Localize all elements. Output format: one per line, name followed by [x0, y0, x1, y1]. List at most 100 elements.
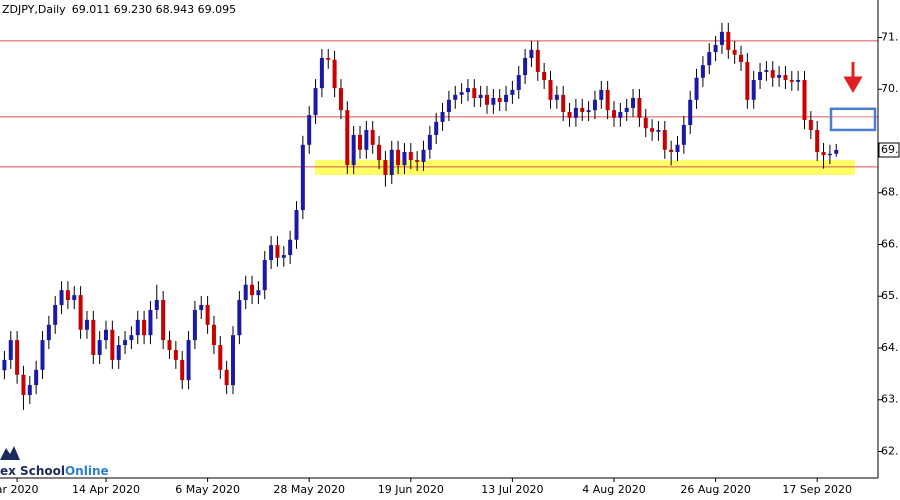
candle-body: [453, 94, 458, 100]
candle-body: [78, 295, 83, 330]
x-tick-label: ar 2020: [0, 483, 38, 496]
candle-body: [205, 305, 210, 325]
candle-body: [8, 340, 13, 360]
candle-body: [256, 290, 261, 296]
candle-body: [624, 107, 629, 112]
candle-body: [262, 260, 267, 291]
candle-body: [459, 92, 464, 95]
candle-body: [815, 129, 820, 153]
candle-body: [332, 59, 337, 89]
candle-body: [751, 80, 756, 100]
candle-body: [338, 88, 343, 111]
logo-icon: [0, 446, 20, 460]
candle-body: [567, 111, 572, 118]
candle-body: [700, 65, 705, 78]
candle-body: [142, 319, 147, 336]
y-tick-label: 71.: [881, 30, 899, 43]
candle-body: [319, 57, 324, 89]
y-tick-label: 62.: [881, 444, 899, 457]
candle-body: [434, 121, 439, 135]
candle-body: [523, 57, 528, 76]
candle-body: [199, 305, 204, 310]
candle-body: [681, 125, 686, 145]
y-tick-label: 66.: [881, 237, 899, 250]
candle-body: [218, 345, 223, 370]
y-tick-label: 63.: [881, 393, 899, 406]
candle-body: [561, 94, 566, 112]
x-tick-label: 26 Aug 2020: [680, 483, 750, 496]
candle-body: [326, 57, 331, 60]
candle-body: [446, 99, 451, 112]
x-tick-label: 4 Aug 2020: [582, 483, 645, 496]
target-box: [829, 107, 877, 132]
candle-body: [307, 115, 312, 145]
candle-body: [288, 239, 293, 256]
candle-body: [40, 340, 45, 370]
candle-body: [637, 98, 642, 118]
candle-body: [612, 110, 616, 118]
candle-body: [123, 340, 128, 346]
candle-body: [745, 62, 750, 100]
candle-body: [542, 71, 547, 81]
candle-body: [192, 309, 197, 341]
candle-body: [300, 144, 305, 211]
candle-body: [770, 70, 775, 78]
y-tick-label: 64.: [881, 341, 899, 354]
price-box: [878, 142, 900, 158]
candle-body: [592, 99, 597, 111]
candle-body: [72, 295, 77, 301]
x-tick-label: 19 Jun 2020: [378, 483, 444, 496]
candle-body: [402, 152, 407, 166]
candle-body: [211, 324, 216, 346]
candle-body: [789, 80, 794, 82]
candle-body: [408, 152, 413, 161]
candle-body: [662, 129, 667, 150]
candle-body: [231, 335, 235, 386]
candle-body: [110, 329, 115, 360]
x-tick-label: 28 May 2020: [273, 483, 345, 496]
candle-body: [739, 54, 743, 63]
logo: ex SchoolOnline: [0, 446, 109, 478]
candle-body: [364, 129, 369, 150]
x-tick-label: 13 Jul 2020: [481, 483, 543, 496]
candle-body: [377, 144, 382, 161]
candle-body: [650, 128, 655, 132]
candle-body: [485, 94, 489, 105]
header: ZDJPY,Daily 69.011 69.230 68.943 69.095: [2, 3, 236, 16]
y-tick-label: 70.: [881, 82, 899, 95]
candle-body: [59, 290, 64, 306]
candle-body: [173, 350, 178, 360]
candle-body: [345, 110, 350, 166]
candle-body: [827, 153, 832, 156]
candle-body: [294, 210, 299, 240]
candle-body: [656, 129, 661, 132]
candle-body: [491, 98, 496, 105]
candle-body: [161, 300, 166, 341]
candle-body: [713, 44, 718, 53]
candle-body: [116, 345, 121, 360]
y-tick-label: 68.: [881, 186, 899, 199]
candle-body: [167, 340, 172, 351]
candle-body: [707, 52, 712, 66]
candle-body: [808, 120, 813, 130]
candle-body: [104, 329, 108, 341]
logo-text: ex SchoolOnline: [0, 464, 109, 478]
candle-body: [180, 359, 185, 381]
candle-body: [504, 94, 509, 103]
candle-body: [97, 340, 102, 355]
candle-body: [370, 129, 375, 145]
candle-body: [802, 80, 807, 121]
candle-body: [497, 98, 502, 103]
candle-body: [535, 49, 540, 72]
candle-body: [21, 374, 26, 396]
candle-body: [269, 245, 274, 261]
candle-body: [675, 144, 680, 153]
candle-body: [53, 305, 58, 325]
candle-body: [599, 89, 604, 100]
candle-body: [465, 88, 470, 93]
symbol: ZDJPY,Daily: [2, 3, 66, 16]
candle-body: [586, 110, 591, 112]
candle-body: [34, 369, 39, 386]
arrow: [843, 62, 863, 93]
